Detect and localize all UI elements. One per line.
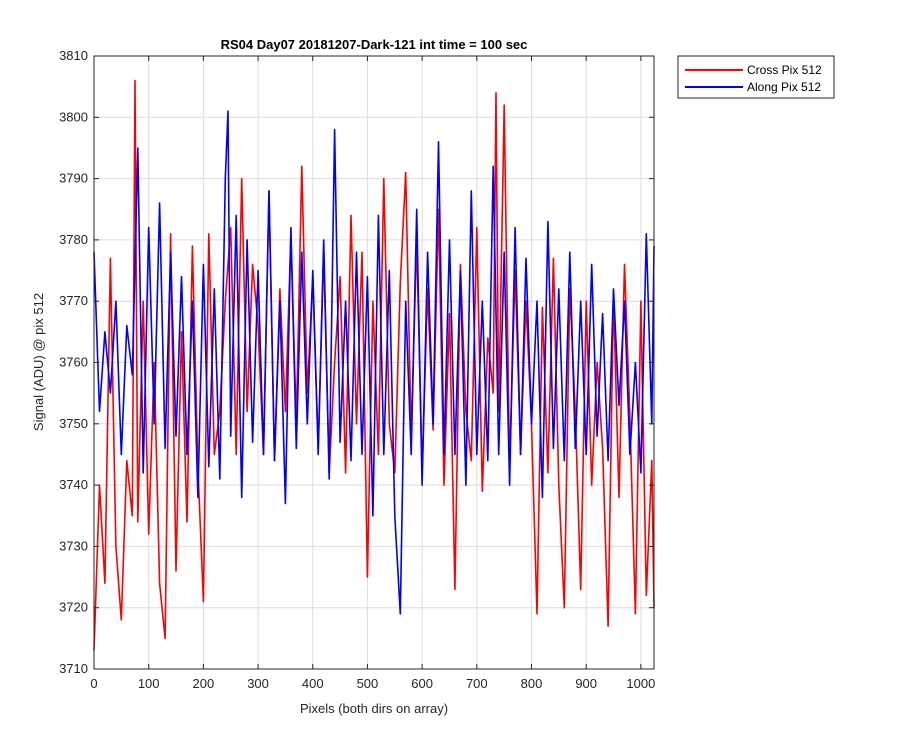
x-tick-label: 800	[521, 676, 543, 691]
y-tick-label: 3760	[59, 355, 88, 370]
x-tick-label: 500	[357, 676, 379, 691]
y-tick-label: 3750	[59, 416, 88, 431]
x-tick-label: 600	[411, 676, 433, 691]
series-layer	[93, 79, 655, 651]
series-line-along-pix-512	[93, 110, 655, 615]
chart-title: RS04 Day07 20181207-Dark-121 int time = …	[221, 37, 528, 52]
legend-label-along: Along Pix 512	[747, 80, 821, 94]
x-tick-label: 300	[247, 676, 269, 691]
y-tick-label: 3780	[59, 232, 88, 247]
legend-box	[677, 55, 835, 99]
x-tick-labels: 0 100 200 300 400 500 600 700 800 900 1000	[90, 676, 655, 691]
x-tick-label: 200	[193, 676, 215, 691]
y-tick-labels: 3710 3720 3730 3740 3750 3760 3770 3780 3790 3800…	[59, 48, 88, 676]
x-tick-label: 400	[302, 676, 324, 691]
x-tick-label: 0	[90, 676, 97, 691]
y-tick-label: 3730	[59, 538, 88, 553]
y-tick-label: 3720	[59, 600, 88, 615]
y-tick-label: 3740	[59, 477, 88, 492]
x-tick-label: 700	[466, 676, 488, 691]
legend-label-cross: Cross Pix 512	[747, 63, 822, 77]
y-axis-label: Signal (ADU) @ pix 512	[31, 293, 46, 431]
y-tick-label: 3810	[59, 48, 88, 63]
y-tick-label: 3790	[59, 171, 88, 186]
ticks	[93, 55, 654, 670]
y-tick-label: 3710	[59, 661, 88, 676]
x-tick-label: 100	[138, 676, 160, 691]
x-tick-label: 1000	[626, 676, 655, 691]
y-tick-label: 3800	[59, 109, 88, 124]
x-axis-label: Pixels (both dirs on array)	[300, 701, 448, 716]
legend: Cross Pix 512 Along Pix 512	[677, 55, 835, 99]
x-tick-label: 900	[575, 676, 597, 691]
y-tick-label: 3770	[59, 293, 88, 308]
